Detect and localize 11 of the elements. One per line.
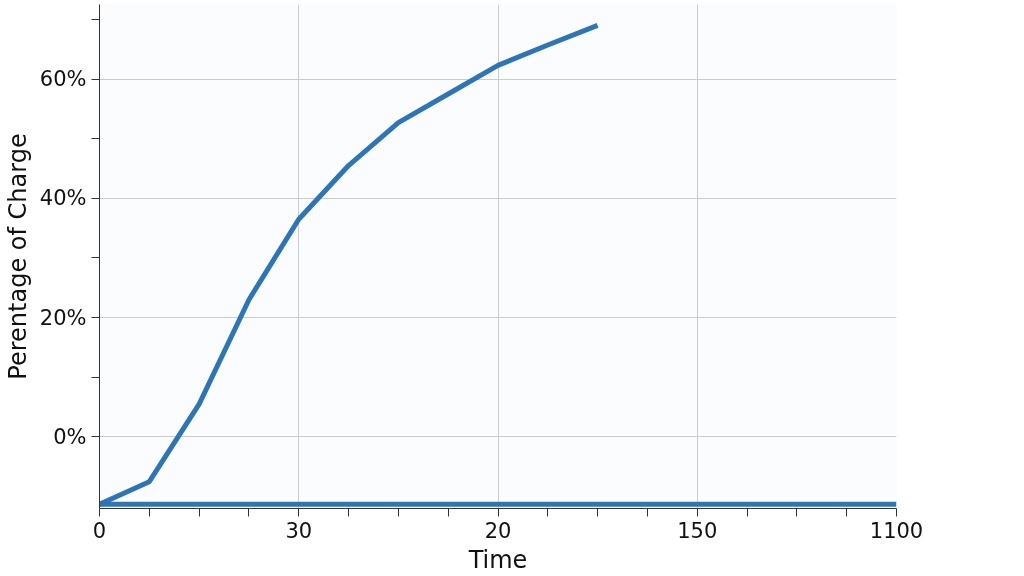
- y-tick-label: 20%: [39, 305, 87, 330]
- x-axis-title: Time: [467, 545, 528, 574]
- y-tick-label: 60%: [39, 67, 87, 92]
- y-tick-label: 40%: [39, 186, 87, 211]
- y-axis-title: Perentage of Charge: [3, 133, 32, 380]
- x-tick-label: 0: [92, 518, 107, 543]
- y-tick-label: 0%: [53, 424, 87, 449]
- x-tick-label: 1100: [869, 518, 924, 543]
- x-tick-label: 30: [285, 518, 313, 543]
- x-tick-label: 150: [677, 518, 718, 543]
- x-tick-label: 20: [484, 518, 512, 543]
